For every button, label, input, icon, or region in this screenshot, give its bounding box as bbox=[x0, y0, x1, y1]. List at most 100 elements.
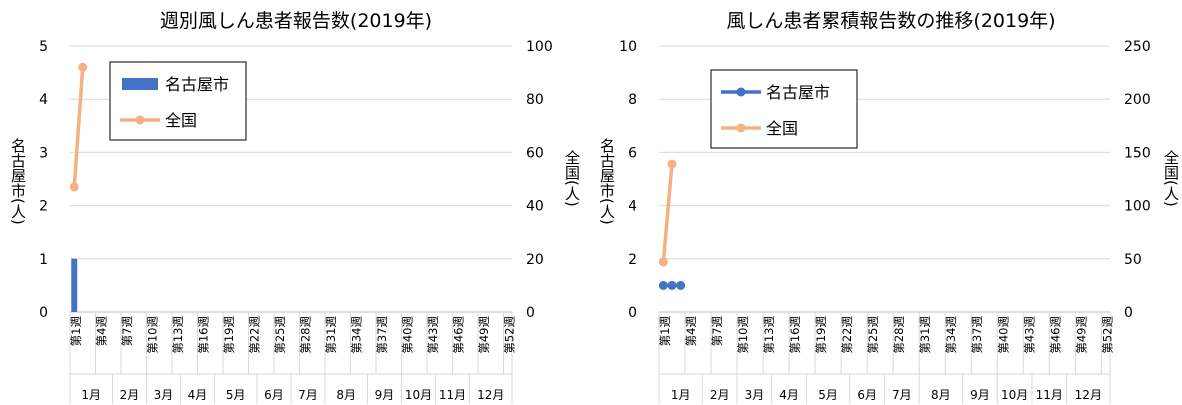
y-left-tick-label: 2 bbox=[628, 252, 637, 268]
x-week-label: 第1週 bbox=[658, 316, 672, 347]
series-point-名古屋市 bbox=[676, 280, 686, 290]
x-week-label: 第28週 bbox=[892, 316, 906, 354]
x-week-label: 第19週 bbox=[814, 316, 828, 354]
x-month-label: 8月 bbox=[336, 388, 356, 402]
y-right-tick-label: 100 bbox=[526, 39, 553, 55]
y-right-axis-label: 全国(人) bbox=[1162, 149, 1180, 207]
x-month-label: 2月 bbox=[120, 388, 140, 402]
legend-label: 名古屋市 bbox=[766, 83, 830, 102]
bar-名古屋市 bbox=[71, 258, 78, 312]
x-month-label: 9月 bbox=[375, 388, 395, 402]
y-right-tick-label: 60 bbox=[526, 145, 544, 161]
x-week-label: 第46週 bbox=[452, 316, 466, 354]
x-week-label: 第7週 bbox=[120, 316, 134, 347]
x-week-label: 第37週 bbox=[970, 316, 984, 354]
y-left-tick-label: 10 bbox=[619, 39, 637, 55]
x-week-label: 第31週 bbox=[324, 316, 338, 354]
y-right-tick-label: 20 bbox=[526, 252, 544, 268]
x-week-label: 第28週 bbox=[299, 316, 313, 354]
legend-marker-名古屋市 bbox=[736, 87, 746, 97]
x-week-label: 第13週 bbox=[762, 316, 776, 354]
x-week-label: 第4週 bbox=[95, 316, 109, 347]
x-week-label: 第4週 bbox=[684, 316, 698, 347]
y-right-tick-label: 0 bbox=[526, 305, 535, 321]
x-month-label: 4月 bbox=[779, 388, 799, 402]
series-point-全国 bbox=[78, 62, 88, 72]
x-month-label: 1月 bbox=[671, 388, 691, 402]
y-right-tick-label: 40 bbox=[526, 199, 544, 215]
y-left-axis-label: 名古屋市(人) bbox=[598, 138, 616, 225]
x-week-label: 第40週 bbox=[401, 316, 415, 354]
legend-box bbox=[710, 69, 858, 149]
x-week-label: 第7週 bbox=[710, 316, 724, 347]
x-month-label: 6月 bbox=[857, 388, 877, 402]
x-month-label: 10月 bbox=[405, 388, 432, 402]
y-right-tick-label: 200 bbox=[1124, 92, 1151, 108]
series-line-全国 bbox=[72, 67, 85, 188]
y-right-tick-label: 100 bbox=[1124, 199, 1151, 215]
chart-title: 週別風しん患者報告数(2019年) bbox=[160, 10, 432, 32]
legend-marker-全国 bbox=[135, 115, 145, 125]
x-week-label: 第52週 bbox=[1100, 316, 1114, 354]
x-month-label: 12月 bbox=[1075, 388, 1102, 402]
x-week-label: 第25週 bbox=[273, 316, 287, 354]
x-week-label: 第19週 bbox=[222, 316, 236, 354]
x-week-label: 第10週 bbox=[146, 316, 160, 354]
y-right-tick-label: 50 bbox=[1124, 252, 1142, 268]
x-week-label: 第31週 bbox=[918, 316, 932, 354]
x-week-label: 第16週 bbox=[197, 316, 211, 354]
legend-label: 全国 bbox=[766, 119, 798, 138]
x-week-label: 第40週 bbox=[996, 316, 1010, 354]
chart-title: 風しん患者累積報告数の推移(2019年) bbox=[726, 10, 1055, 32]
x-month-label: 4月 bbox=[188, 388, 208, 402]
legend-swatch-名古屋市 bbox=[122, 78, 158, 90]
x-week-label: 第22週 bbox=[840, 316, 854, 354]
series-point-名古屋市 bbox=[667, 280, 677, 290]
x-month-label: 6月 bbox=[264, 388, 284, 402]
series-point-全国 bbox=[658, 257, 668, 267]
x-week-label: 第25週 bbox=[866, 316, 880, 354]
x-month-label: 3月 bbox=[745, 388, 765, 402]
y-left-axis-label: 名古屋市(人) bbox=[9, 138, 27, 225]
y-left-tick-label: 2 bbox=[39, 199, 48, 215]
x-week-label: 第43週 bbox=[426, 316, 440, 354]
y-left-tick-label: 8 bbox=[628, 92, 637, 108]
x-month-label: 2月 bbox=[710, 388, 730, 402]
series-point-全国 bbox=[667, 159, 677, 169]
x-month-label: 10月 bbox=[1001, 388, 1028, 402]
y-left-tick-label: 6 bbox=[628, 145, 637, 161]
x-month-label: 7月 bbox=[892, 388, 912, 402]
x-week-label: 第49週 bbox=[477, 316, 491, 354]
y-right-tick-label: 80 bbox=[526, 92, 544, 108]
y-right-tick-label: 0 bbox=[1124, 305, 1133, 321]
x-week-label: 第1週 bbox=[69, 316, 83, 347]
legend-label: 名古屋市 bbox=[165, 75, 229, 94]
x-month-label: 8月 bbox=[931, 388, 951, 402]
y-left-tick-label: 0 bbox=[39, 305, 48, 321]
x-week-label: 第43週 bbox=[1022, 316, 1036, 354]
y-left-tick-label: 3 bbox=[39, 145, 48, 161]
y-right-axis-label: 全国(人) bbox=[563, 149, 581, 207]
chart-weekly-reports: 週別風しん患者報告数(2019年) 0 0 1 20 2 40 3 60 4 80 5 100 名古屋市(… bbox=[9, 10, 581, 404]
y-left-tick-label: 4 bbox=[628, 199, 637, 215]
series-point-名古屋市 bbox=[658, 280, 668, 290]
x-month-label: 5月 bbox=[818, 388, 838, 402]
x-month-label: 11月 bbox=[439, 388, 466, 402]
y-left-tick-label: 0 bbox=[628, 305, 637, 321]
legend-marker-全国 bbox=[736, 123, 746, 133]
x-week-label: 第10週 bbox=[736, 316, 750, 354]
x-month-label: 12月 bbox=[477, 388, 504, 402]
x-week-label: 第22週 bbox=[248, 316, 262, 354]
x-month-label: 1月 bbox=[81, 388, 101, 402]
x-month-label: 9月 bbox=[970, 388, 990, 402]
legend-label: 全国 bbox=[165, 111, 197, 130]
x-week-label: 第34週 bbox=[350, 316, 364, 354]
x-week-label: 第52週 bbox=[503, 316, 517, 354]
x-month-label: 5月 bbox=[226, 388, 246, 402]
y-left-tick-label: 1 bbox=[39, 252, 48, 268]
x-week-label: 第37週 bbox=[375, 316, 389, 354]
y-left-tick-label: 5 bbox=[39, 39, 48, 55]
x-week-label: 第49週 bbox=[1074, 316, 1088, 354]
y-left-tick-label: 4 bbox=[39, 92, 48, 108]
